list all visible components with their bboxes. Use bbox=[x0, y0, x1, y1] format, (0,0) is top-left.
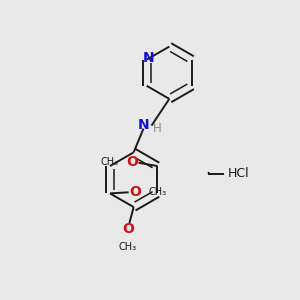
Text: N: N bbox=[138, 118, 149, 132]
Text: O: O bbox=[126, 154, 138, 169]
Text: O: O bbox=[122, 222, 134, 236]
Text: N: N bbox=[143, 52, 154, 65]
Text: CH₃: CH₃ bbox=[148, 187, 167, 197]
Text: HCl: HCl bbox=[227, 167, 249, 180]
Text: CH₃: CH₃ bbox=[100, 157, 119, 166]
Text: O: O bbox=[129, 185, 141, 199]
Text: ·: · bbox=[205, 165, 211, 183]
Text: H: H bbox=[153, 122, 162, 135]
Text: CH₃: CH₃ bbox=[118, 242, 137, 252]
